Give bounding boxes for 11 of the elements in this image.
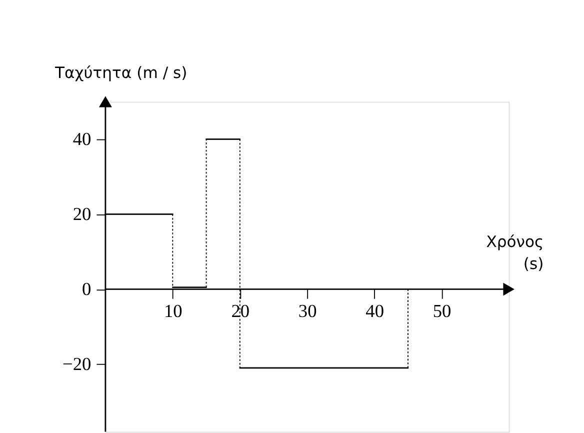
x-tick-label: 50 (432, 301, 452, 322)
x-tick-label: 10 (164, 301, 182, 322)
x-axis-title: Χρόνος (s) (486, 233, 544, 274)
x-tick-label: 20 (231, 301, 250, 322)
y-axis-title: Ταχύτητα (m / s) (54, 64, 188, 82)
y-tick-label: 40 (72, 129, 92, 150)
x-tick-label: 40 (366, 301, 384, 322)
y-tick-label: −20 (62, 354, 92, 374)
y-tick-label: 20 (72, 204, 92, 224)
y-tick-label: 0 (82, 279, 92, 300)
x-tick-label: 30 (298, 301, 317, 322)
